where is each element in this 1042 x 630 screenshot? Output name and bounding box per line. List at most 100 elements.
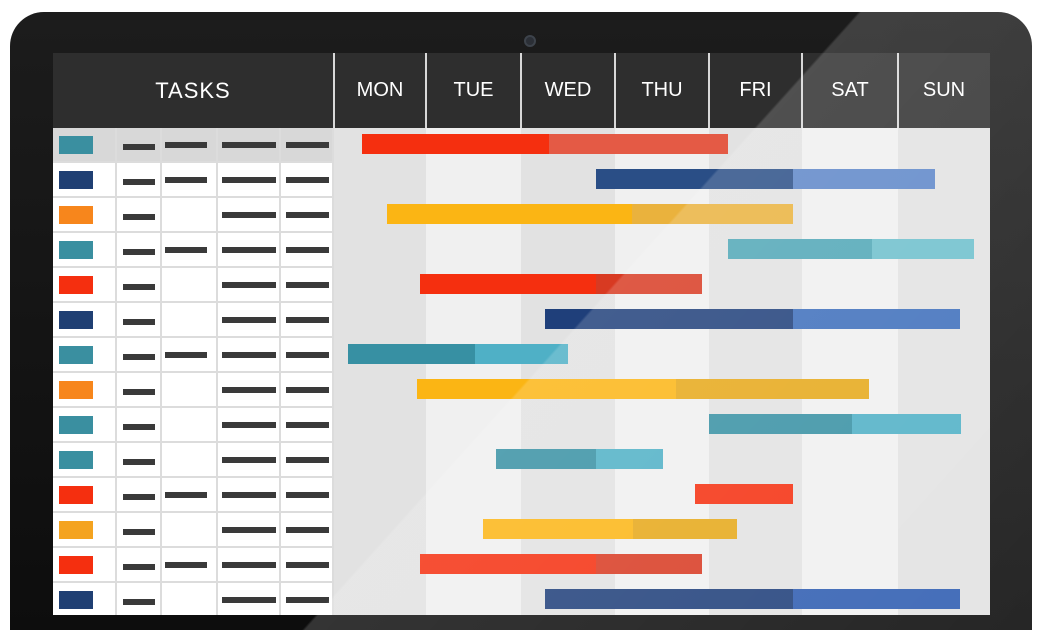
task-row[interactable] — [53, 373, 333, 408]
task-color-swatch — [59, 591, 93, 609]
task-field-placeholder — [286, 352, 329, 358]
bar-segment-secondary — [632, 519, 737, 539]
day-headers: MON TUE WED THU FRI SAT SUN — [333, 53, 989, 128]
task-field-placeholder — [222, 597, 276, 603]
task-color-swatch — [59, 451, 93, 469]
task-row[interactable] — [53, 163, 333, 198]
column-divider — [160, 128, 162, 615]
task-color-swatch — [59, 556, 93, 574]
gantt-task-bar[interactable] — [709, 414, 962, 434]
gantt-task-bar[interactable] — [420, 554, 703, 574]
task-field-placeholder — [286, 247, 329, 253]
day-header-tue: TUE — [425, 53, 520, 128]
task-field-placeholder — [165, 177, 207, 183]
task-field-placeholder — [222, 177, 276, 183]
gantt-task-bar[interactable] — [545, 309, 960, 329]
gantt-task-bar[interactable] — [347, 344, 568, 364]
gantt-task-bar[interactable] — [694, 484, 793, 504]
timeline-grid — [334, 128, 990, 615]
task-color-swatch — [59, 241, 93, 259]
webcam-icon — [524, 35, 536, 47]
day-header-mon: MON — [333, 53, 425, 128]
bar-segment-primary — [545, 309, 793, 329]
bar-segment-primary — [545, 589, 793, 609]
bar-segment-primary — [709, 414, 852, 434]
task-color-swatch — [59, 346, 93, 364]
task-field-placeholder — [286, 492, 329, 498]
task-field-placeholder — [123, 529, 155, 535]
task-row[interactable] — [53, 513, 333, 548]
bar-segment-secondary — [792, 169, 935, 189]
gantt-task-bar[interactable] — [483, 519, 737, 539]
task-row[interactable] — [53, 303, 333, 338]
bar-segment-secondary — [792, 589, 960, 609]
task-field-placeholder — [123, 179, 155, 185]
task-field-placeholder — [222, 247, 276, 253]
gantt-task-bar[interactable] — [496, 449, 663, 469]
bar-segment-primary — [727, 239, 873, 259]
task-row[interactable] — [53, 338, 333, 373]
column-divider — [332, 128, 334, 615]
task-color-swatch — [59, 136, 93, 154]
bar-segment-primary — [420, 554, 597, 574]
task-field-placeholder — [165, 562, 207, 568]
task-row[interactable] — [53, 233, 333, 268]
task-color-swatch — [59, 311, 93, 329]
task-field-placeholder — [286, 142, 329, 148]
task-color-swatch — [59, 381, 93, 399]
gantt-task-bar[interactable] — [420, 274, 703, 294]
bar-segment-primary — [387, 204, 632, 224]
gantt-task-bar[interactable] — [361, 134, 728, 154]
task-color-swatch — [59, 276, 93, 294]
gantt-task-bar[interactable] — [596, 169, 935, 189]
gantt-task-bar[interactable] — [727, 239, 975, 259]
task-field-placeholder — [286, 457, 329, 463]
gantt-task-bar[interactable] — [416, 379, 870, 399]
bar-segment-secondary — [475, 344, 568, 364]
task-field-placeholder — [165, 492, 207, 498]
task-field-placeholder — [222, 317, 276, 323]
task-field-placeholder — [286, 282, 329, 288]
bar-segment-secondary — [792, 309, 960, 329]
task-field-placeholder — [123, 599, 155, 605]
bar-segment-primary — [496, 449, 597, 469]
bar-segment-primary — [694, 484, 793, 504]
task-color-swatch — [59, 171, 93, 189]
task-row[interactable] — [53, 268, 333, 303]
bar-segment-secondary — [631, 204, 793, 224]
task-field-placeholder — [123, 319, 155, 325]
bar-segment-primary — [483, 519, 633, 539]
task-row[interactable] — [53, 583, 333, 615]
bar-segment-primary — [416, 379, 677, 399]
task-row[interactable] — [53, 408, 333, 443]
bar-segment-secondary — [851, 414, 962, 434]
bar-segment-primary — [420, 274, 597, 294]
task-field-placeholder — [165, 352, 207, 358]
task-field-placeholder — [222, 387, 276, 393]
day-header-fri: FRI — [708, 53, 801, 128]
day-column-sun — [898, 128, 990, 615]
task-field-placeholder — [123, 389, 155, 395]
gantt-task-bar[interactable] — [387, 204, 793, 224]
task-field-placeholder — [286, 527, 329, 533]
gantt-task-bar[interactable] — [545, 589, 960, 609]
task-field-placeholder — [123, 494, 155, 500]
task-color-swatch — [59, 206, 93, 224]
task-field-placeholder — [123, 144, 155, 150]
day-column-fri — [709, 128, 802, 615]
task-row[interactable] — [53, 128, 333, 163]
bar-segment-primary — [596, 169, 793, 189]
task-field-placeholder — [286, 562, 329, 568]
day-column-sat — [802, 128, 898, 615]
task-row[interactable] — [53, 443, 333, 478]
task-row[interactable] — [53, 198, 333, 233]
day-column-thu — [615, 128, 709, 615]
task-row[interactable] — [53, 478, 333, 513]
task-field-placeholder — [286, 177, 329, 183]
bar-segment-secondary — [596, 449, 663, 469]
task-field-placeholder — [165, 142, 207, 148]
task-field-placeholder — [123, 214, 155, 220]
bar-segment-secondary — [596, 274, 703, 294]
day-column-mon — [334, 128, 426, 615]
task-row[interactable] — [53, 548, 333, 583]
